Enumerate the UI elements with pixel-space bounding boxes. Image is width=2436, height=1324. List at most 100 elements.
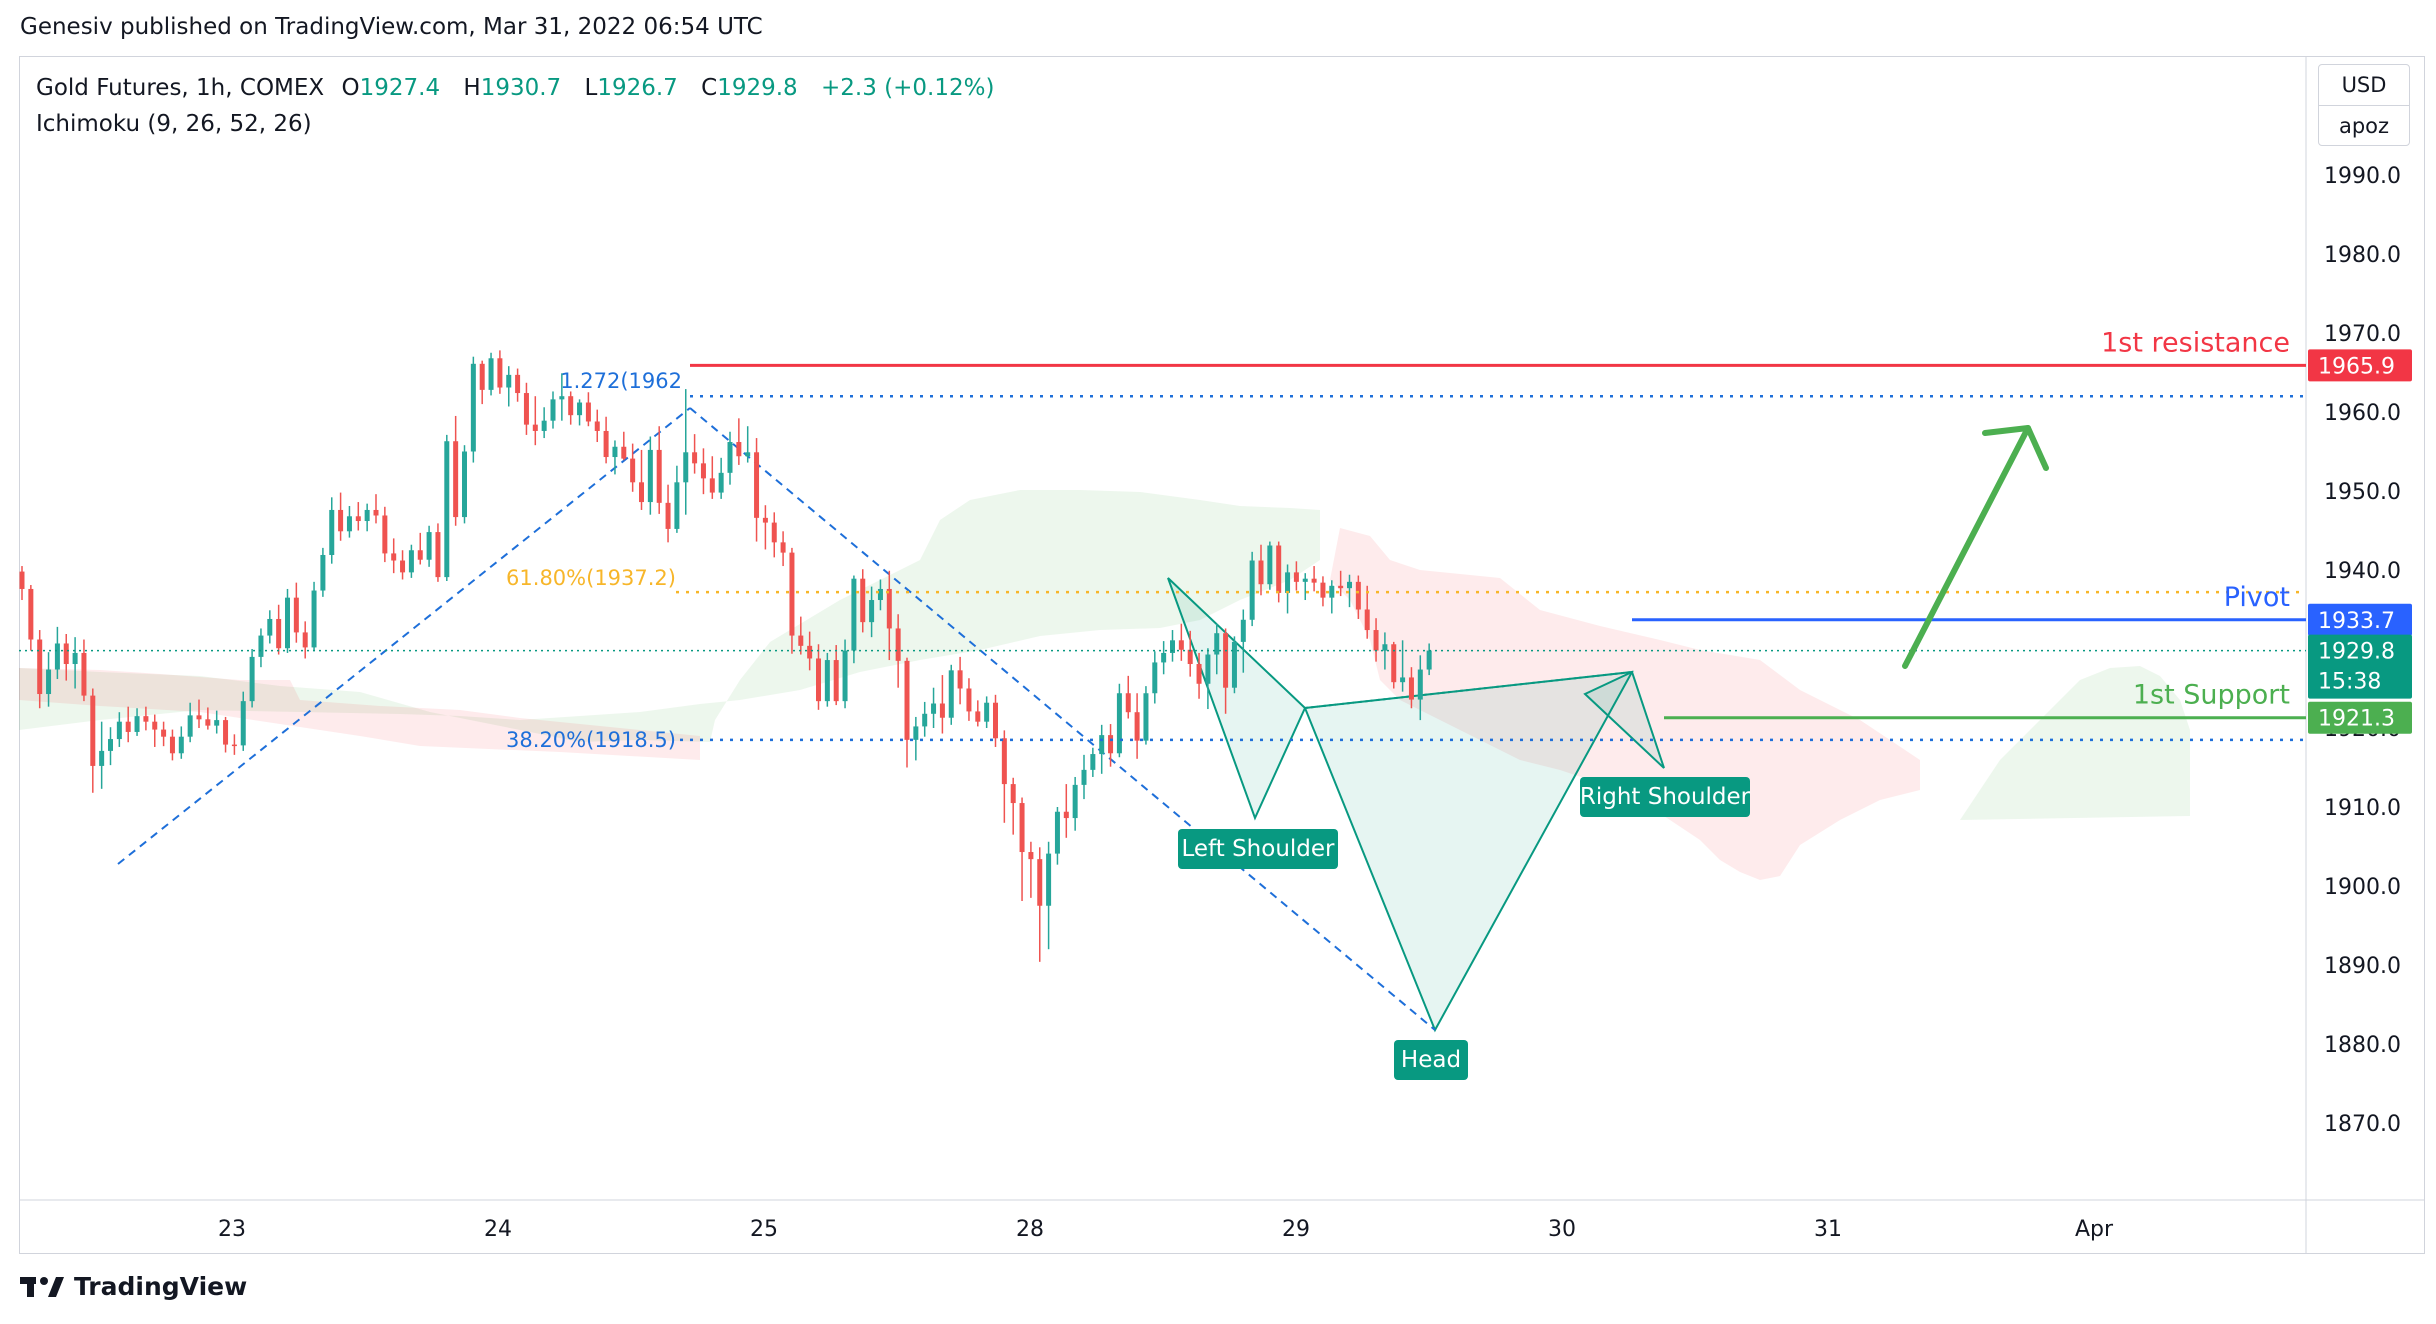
candle-body [541,420,547,431]
cloud-bull-area [19,490,1320,742]
price-axis[interactable]: 1870.01880.01890.01900.01910.01920.01930… [2308,85,2412,1137]
candle-body [771,522,777,543]
date-tick-label: 25 [750,1217,778,1242]
candle-body [1285,572,1291,593]
time-axis[interactable]: 23 24 25 28 29 30 31 Apr [218,1217,2114,1242]
price-tick-label: 1950.0 [2324,480,2401,505]
last-price-tag-bg [2308,634,2412,699]
candle-body [364,509,370,522]
fib-618-label: 61.80%(1937.2) [506,566,676,590]
candle-body [408,550,414,573]
candle-body [577,402,583,416]
candle-body [612,446,618,458]
candle-body [807,645,813,659]
ohlc-row[interactable]: Gold Futures, 1h, COMEX O1927.4 H1930.7 … [36,70,994,106]
candle-body [1037,859,1043,906]
currency-divider [2319,105,2409,106]
support-price-tag-bg [2308,701,2412,734]
price-tick-label: 1980.0 [2324,243,2401,268]
high-label: H [463,75,481,101]
candle-body [1302,578,1308,582]
price-tick-label: 1870.0 [2324,1112,2401,1137]
candle-body [161,729,167,737]
right-shoulder-text: Right Shoulder [1580,784,1751,810]
indicator-name[interactable]: Ichimoku (9, 26, 52, 26) [36,111,312,137]
candle-body [1400,677,1406,683]
candle-body [665,502,671,529]
candle-body [1054,811,1060,854]
candle-body [1355,581,1361,610]
neckline [1304,671,1633,709]
high-value: 1930.7 [480,75,562,101]
candle-body [913,726,919,740]
candle-body [479,363,485,390]
candle-body [1063,811,1069,819]
candle-body [1010,784,1016,804]
candle-body [116,721,122,740]
candle-body [948,670,954,718]
candle-body [754,452,760,518]
candle-body [674,482,680,529]
candle-body [532,424,538,431]
tradingview-logo-icon [20,1276,64,1297]
scale-mode-label[interactable]: apoz [2338,114,2390,138]
candle-body [417,550,423,560]
candle-body [231,744,237,747]
candle-body [28,588,34,640]
price-tick-label: 1910.0 [2324,796,2401,821]
symbol-name[interactable]: Gold Futures, 1h, COMEX [36,75,325,101]
candle-body [293,597,299,633]
candle-body [1125,693,1131,713]
target-arrow [1902,425,2049,669]
candle-body [346,516,352,532]
head-label: Head [1394,1040,1468,1080]
candle-body [860,578,866,623]
candle-body [506,374,512,388]
candle-body [718,472,724,493]
candle-body [762,517,768,523]
indicator-row[interactable]: Ichimoku (9, 26, 52, 26) [36,106,994,142]
chart-frame [19,56,2425,1254]
candle-body [240,701,246,746]
candle-body [223,720,229,745]
candle-body [1338,585,1344,589]
candle-body [426,532,432,560]
candle-body [444,441,450,578]
candle-body [984,702,990,722]
symbol-legend[interactable]: Gold Futures, 1h, COMEX O1927.4 H1930.7 … [36,70,994,142]
candle-body [125,721,131,732]
date-tick-label: 31 [1814,1217,1842,1242]
candle-body [178,736,184,754]
candle-body [1391,644,1397,683]
candle-body [594,421,600,431]
candle-body [780,542,786,553]
candle-body [338,509,344,532]
candle-body [745,452,751,457]
candle-body [1046,853,1052,906]
currency-label[interactable]: USD [2341,73,2387,97]
date-tick-label: 29 [1282,1217,1310,1242]
candle-body [470,363,476,452]
candle-body [709,478,715,493]
fib-382-label: 38.20%(1918.5) [506,728,676,752]
candle-body [1267,545,1273,585]
candle-body [99,750,105,766]
candle-body [993,702,998,739]
candle-body [824,660,830,702]
candle-body [550,399,556,421]
candle-body [1417,669,1423,700]
open-label: O [341,75,360,101]
candle-body [1373,630,1379,651]
footer-brand[interactable]: TradingView [20,1272,247,1301]
date-tick-label: 30 [1548,1217,1576,1242]
candle-body [1001,738,1007,785]
pivot-price-tag: 1933.7 [2318,609,2395,634]
candle-body [851,578,857,651]
candle-body [886,588,892,629]
candle-body [1205,654,1211,684]
candle-body [683,452,689,483]
currency-selector[interactable]: USD apoz [2318,64,2410,146]
candle-body [523,393,529,425]
candle-body [373,509,379,516]
